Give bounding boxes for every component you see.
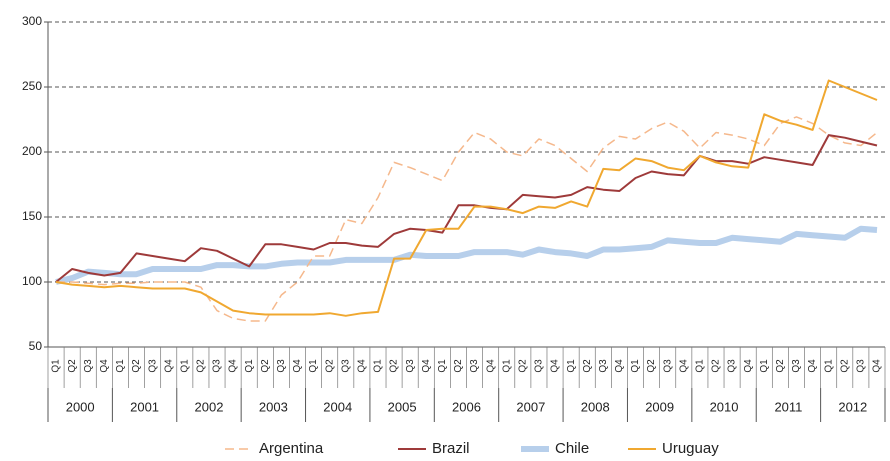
x-tick-label: Q1 [437,359,448,373]
x-tick-label: Q3 [83,359,94,373]
legend-label: Chile [555,440,589,457]
x-tick-label: Q4 [357,359,368,373]
x-tick-label: Q4 [292,359,303,373]
y-tick-label: 200 [22,144,42,158]
x-tick-label: Q1 [115,359,126,373]
x-tick-label: Q2 [839,359,850,373]
year-label: 2000 [66,399,95,414]
x-tick-label: Q1 [501,359,512,373]
x-tick-label: Q2 [646,359,657,373]
x-tick-label: Q1 [630,359,641,373]
series-line [55,225,878,285]
year-label: 2001 [130,399,159,414]
year-label: 2005 [388,399,417,414]
x-tick-label: Q2 [453,359,464,373]
x-tick-label: Q1 [759,359,770,373]
x-tick-label: Q4 [872,359,883,373]
series-line [55,79,878,317]
x-tick-label: Q2 [131,359,142,373]
x-tick-label: Q3 [598,359,609,373]
x-tick-label: Q3 [727,359,738,373]
x-tick-label: Q3 [340,359,351,373]
x-tick-label: Q2 [260,359,271,373]
x-tick-label: Q1 [695,359,706,373]
x-tick-label: Q2 [67,359,78,373]
x-tick-label: Q1 [566,359,577,373]
series-line [55,134,878,283]
legend-label: Uruguay [662,440,719,457]
x-tick-label: Q3 [469,359,480,373]
x-tick-label: Q4 [99,359,110,373]
x-tick-label: Q1 [179,359,190,373]
year-label: 2002 [195,399,224,414]
x-tick-label: Q3 [276,359,287,373]
x-tick-label: Q4 [743,359,754,373]
x-tick-label: Q1 [308,359,319,373]
year-label: 2006 [452,399,481,414]
x-tick-label: Q3 [791,359,802,373]
year-label: 2004 [323,399,352,414]
legend-label: Brazil [432,440,470,457]
x-tick-label: Q4 [228,359,239,373]
year-label: 2010 [710,399,739,414]
x-tick-label: Q1 [51,359,62,373]
x-tick-label: Q4 [678,359,689,373]
x-tick-label: Q4 [421,359,432,373]
x-tick-label: Q3 [212,359,223,373]
x-tick-label: Q2 [389,359,400,373]
year-label: 2007 [516,399,545,414]
series-line [56,116,878,322]
x-tick-label: Q2 [775,359,786,373]
x-tick-label: Q2 [711,359,722,373]
y-tick-label: 300 [22,14,42,28]
x-tick-label: Q3 [147,359,158,373]
x-tick-label: Q1 [244,359,255,373]
year-label: 2012 [838,399,867,414]
y-tick-label: 100 [22,274,42,288]
x-tick-label: Q4 [614,359,625,373]
year-label: 2003 [259,399,288,414]
x-tick-label: Q1 [373,359,384,373]
x-tick-label: Q3 [662,359,673,373]
x-tick-label: Q1 [823,359,834,373]
y-tick-label: 150 [22,209,42,223]
year-label: 2011 [774,399,802,414]
y-tick-label: 250 [22,79,42,93]
x-tick-label: Q4 [163,359,174,373]
x-tick-label: Q3 [534,359,545,373]
year-label: 2009 [645,399,674,414]
x-tick-label: Q2 [517,359,528,373]
x-tick-label: Q3 [405,359,416,373]
x-tick-label: Q2 [324,359,335,373]
y-tick-label: 50 [29,339,43,353]
x-tick-label: Q3 [855,359,866,373]
x-tick-label: Q2 [582,359,593,373]
x-tick-label: Q4 [550,359,561,373]
x-tick-label: Q4 [807,359,818,373]
x-tick-label: Q2 [196,359,207,373]
year-label: 2008 [581,399,610,414]
legend-label: Argentina [259,440,324,457]
x-tick-label: Q4 [485,359,496,373]
